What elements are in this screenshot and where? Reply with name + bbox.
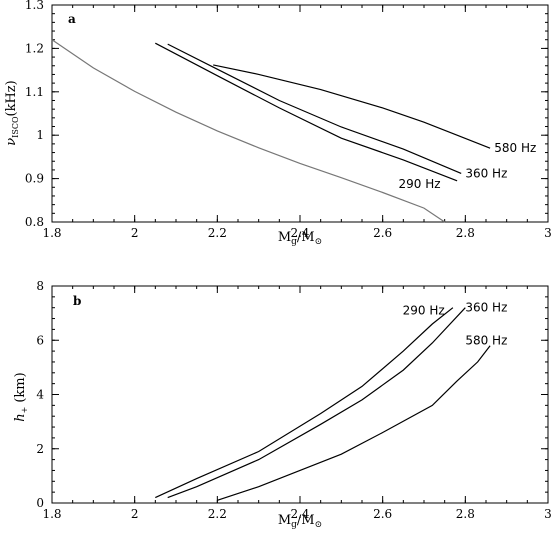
series-label: 290 Hz [403, 303, 445, 317]
series-line-360-hz [167, 43, 462, 174]
series-label: 290 Hz [398, 177, 440, 191]
x-tick-label: 3 [544, 507, 552, 521]
series-label: 580 Hz [465, 333, 507, 347]
panel-a-ylabel: νISCO(kHz) [4, 80, 20, 145]
series-line-reference [51, 39, 446, 223]
x-tick-label: 1.8 [42, 507, 61, 521]
panel-b-letter: b [73, 294, 81, 308]
y-tick-label: 2 [36, 442, 44, 456]
y-tick-label: 4 [36, 388, 44, 402]
panel-b-ticks [51, 285, 549, 504]
y-tick-label: 1.2 [25, 41, 44, 55]
panel-b-ylabel: h+(km) [13, 372, 29, 421]
panel-b-xlabel: Mg/M⊙ [278, 513, 322, 530]
y-tick-label: 0.8 [25, 215, 44, 229]
panel-b-tick-labels: 1.8 2 2.2 2.4 2.6 2.8 3 0 2 4 6 8 [36, 279, 551, 521]
series-label: 360 Hz [465, 301, 507, 315]
x-tick-label: 1.8 [42, 226, 61, 240]
panel-a-letter: a [68, 12, 76, 26]
series-line-290-hz [155, 307, 454, 499]
y-tick-label: 1 [36, 128, 44, 142]
y-tick-label: 6 [36, 333, 44, 347]
y-tick-label: 0 [36, 496, 44, 510]
x-tick-label: 2 [131, 507, 139, 521]
y-tick-label: 0.9 [25, 172, 44, 186]
y-tick-label: 1.1 [25, 85, 44, 99]
x-tick-label: 2 [131, 226, 139, 240]
x-tick-label: 2.4 [290, 226, 309, 240]
series-label: 580 Hz [494, 141, 536, 155]
x-tick-label: 2.6 [373, 507, 392, 521]
y-tick-label: 1.3 [25, 0, 44, 12]
panel-b: 1.8 2 2.2 2.4 2.6 2.8 3 0 2 4 6 8 290 Hz 360 Hz 580 H… [13, 279, 552, 530]
y-tick-label: 8 [36, 279, 44, 293]
panel-a-frame [51, 4, 549, 223]
panel-a-series [51, 39, 491, 223]
series-line-580-hz [213, 64, 491, 149]
series-line-580-hz [217, 345, 491, 501]
x-tick-label: 2.4 [290, 507, 309, 521]
panel-a: 1.8 2 2.2 2.4 2.6 2.8 3 0.8 0.9 1 1.1 1.2 1.3 290 Hz… [4, 0, 552, 247]
x-tick-label: 3 [544, 226, 552, 240]
panel-a-tick-labels: 1.8 2 2.2 2.4 2.6 2.8 3 0.8 0.9 1 1.1 1.2 1.3 [25, 0, 552, 240]
x-tick-label: 2.2 [208, 226, 227, 240]
panel-a-ticks [51, 4, 549, 223]
panel-a-series-labels: 290 Hz 360 Hz 580 Hz [398, 141, 536, 191]
series-line-290-hz [155, 42, 458, 182]
panel-b-series-labels: 290 Hz 360 Hz 580 Hz [403, 301, 508, 348]
x-tick-label: 2.8 [456, 507, 475, 521]
series-line-360-hz [167, 307, 466, 499]
x-tick-label: 2.8 [456, 226, 475, 240]
x-tick-label: 2.2 [208, 507, 227, 521]
series-label: 360 Hz [465, 166, 507, 180]
x-tick-label: 2.6 [373, 226, 392, 240]
panel-b-series [155, 307, 491, 501]
panel-a-xlabel: Mg/M⊙ [278, 230, 322, 247]
